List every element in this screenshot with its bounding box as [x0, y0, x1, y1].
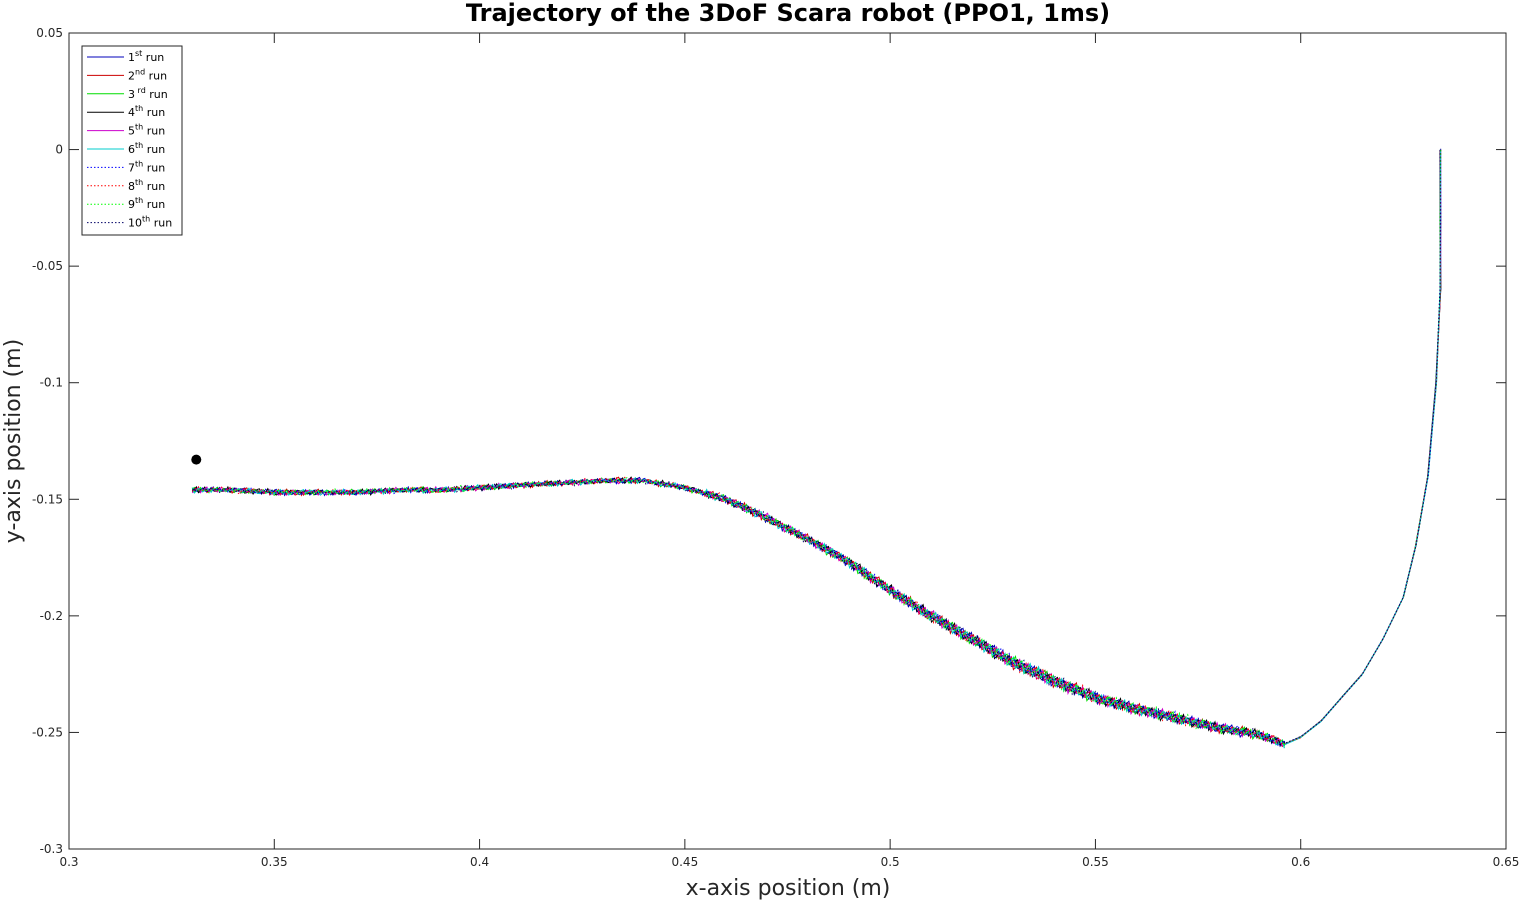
legend-label-sup: th	[135, 104, 143, 113]
x-tick-label: 0.3	[59, 855, 78, 869]
legend-label-suffix: run	[143, 106, 165, 119]
y-tick-label: -0.15	[32, 492, 63, 506]
legend-label-suffix: run	[143, 143, 165, 156]
legend-label-sup: st	[135, 49, 142, 58]
legend-label-sup: th	[135, 178, 143, 187]
x-tick-label: 0.65	[1493, 855, 1520, 869]
y-tick-label: 0	[55, 143, 63, 157]
legend-box	[81, 45, 183, 236]
legend-label-base: 7	[128, 161, 135, 174]
legend-entry-label: 4th run	[128, 104, 165, 119]
legend-label-suffix: run	[143, 180, 165, 193]
y-axis-ticks: 0.05 0 -0.05 -0.1 -0.15 -0.2 -0.25 -0.3	[32, 26, 1506, 856]
y-axis-label: y-axis position (m)	[1, 339, 26, 543]
series-line-run-7	[191, 149, 1442, 747]
x-tick-label: 0.6	[1291, 855, 1310, 869]
legend-label-sup: th	[142, 215, 150, 224]
y-tick-label: 0.05	[36, 26, 63, 40]
legend-label-suffix: run	[143, 161, 165, 174]
legend-entry-label: 10th run	[128, 215, 172, 230]
x-tick-label: 0.35	[261, 855, 288, 869]
legend-label-suffix: run	[145, 69, 167, 82]
legend-label-sup: nd	[135, 67, 145, 76]
legend-label-base: 5	[128, 125, 135, 138]
legend-label-base: 6	[128, 143, 135, 156]
legend-label-base: 2	[128, 69, 135, 82]
legend-label-base: 9	[128, 198, 135, 211]
legend-label-suffix: run	[150, 217, 172, 230]
y-tick-label: -0.3	[40, 842, 63, 856]
y-tick-label: -0.1	[40, 376, 63, 390]
legend-label-suffix: run	[146, 88, 168, 101]
legend-label-suffix: run	[142, 51, 164, 64]
legend-entry-label: 2nd run	[128, 67, 167, 82]
x-tick-label: 0.4	[470, 855, 489, 869]
chart-title: Trajectory of the 3DoF Scara robot (PPO1…	[466, 0, 1110, 27]
legend-entry-label: 3 rd run	[128, 86, 168, 101]
legend-entry-label: 1st run	[128, 49, 164, 64]
legend-label-sup: th	[135, 141, 143, 150]
legend-entry-label: 5th run	[128, 123, 165, 138]
legend-label-base: 1	[128, 51, 135, 64]
legend-entry-label: 8th run	[128, 178, 165, 193]
legend-label-base: 10	[128, 217, 142, 230]
x-axis-ticks: 0.3 0.35 0.4 0.45 0.5 0.55 0.6 0.65	[59, 33, 1519, 869]
series-line-run-9	[191, 148, 1442, 747]
legend-label-sup: th	[135, 196, 143, 205]
legend-label-sup: th	[135, 159, 143, 168]
legend-label-suffix: run	[143, 198, 165, 211]
x-tick-label: 0.5	[881, 855, 900, 869]
legend-label-base: 8	[128, 180, 135, 193]
y-tick-label: -0.25	[32, 725, 63, 739]
y-tick-label: -0.2	[40, 609, 63, 623]
target-point-marker	[191, 454, 202, 465]
legend-entry-label: 9th run	[128, 196, 165, 211]
legend-entry-label: 7th run	[128, 159, 165, 174]
legend-label-base: 3	[128, 88, 135, 101]
legend-label-suffix: run	[143, 125, 165, 138]
legend-label-sup: rd	[135, 86, 146, 95]
x-tick-label: 0.55	[1082, 855, 1109, 869]
plot-area-border	[68, 32, 1507, 850]
y-tick-label: -0.05	[32, 259, 63, 273]
series-line-run-8	[191, 148, 1442, 746]
legend-entry-label: 6th run	[128, 141, 165, 156]
series-layer	[191, 148, 1442, 749]
legend-label-sup: th	[135, 123, 143, 132]
legend-label-base: 4	[128, 106, 135, 119]
x-axis-label: x-axis position (m)	[686, 876, 891, 901]
series-line-run-10	[191, 150, 1441, 746]
x-tick-label: 0.45	[671, 855, 698, 869]
